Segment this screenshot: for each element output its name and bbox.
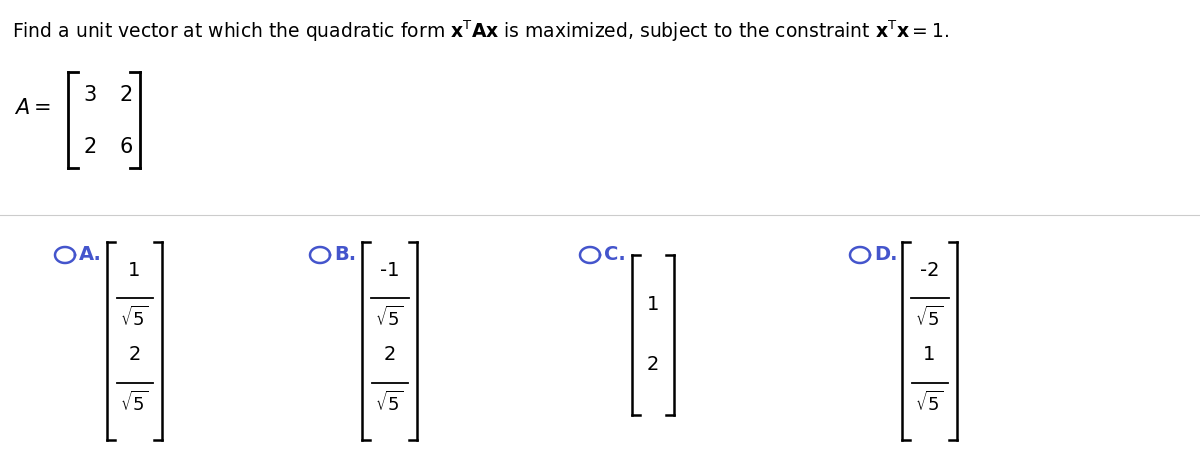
Text: 2: 2 bbox=[83, 137, 97, 157]
Text: A.: A. bbox=[79, 245, 102, 265]
Text: $\sqrt{5}$: $\sqrt{5}$ bbox=[376, 306, 403, 330]
Text: $\sqrt{5}$: $\sqrt{5}$ bbox=[916, 391, 943, 415]
Text: $\sqrt{5}$: $\sqrt{5}$ bbox=[120, 306, 149, 330]
Text: 1: 1 bbox=[647, 296, 659, 315]
Text: D.: D. bbox=[874, 245, 898, 265]
Text: Find a unit vector at which the quadratic form $\mathbf{x}^\mathrm{T}\mathbf{A}\: Find a unit vector at which the quadrati… bbox=[12, 18, 949, 43]
Text: -1: -1 bbox=[379, 261, 400, 280]
Text: $A =$: $A =$ bbox=[14, 98, 50, 118]
Text: $\sqrt{5}$: $\sqrt{5}$ bbox=[120, 391, 149, 415]
Text: B.: B. bbox=[334, 245, 356, 265]
Text: 6: 6 bbox=[119, 137, 133, 157]
Text: 2: 2 bbox=[119, 85, 133, 105]
Text: C.: C. bbox=[604, 245, 625, 265]
Text: $\sqrt{5}$: $\sqrt{5}$ bbox=[376, 391, 403, 415]
Text: 2: 2 bbox=[383, 346, 396, 365]
Text: 1: 1 bbox=[128, 261, 140, 280]
Text: $\sqrt{5}$: $\sqrt{5}$ bbox=[916, 306, 943, 330]
Text: 1: 1 bbox=[923, 346, 936, 365]
Text: 2: 2 bbox=[647, 355, 659, 375]
Text: 3: 3 bbox=[83, 85, 97, 105]
Text: 2: 2 bbox=[128, 346, 140, 365]
Text: -2: -2 bbox=[919, 261, 940, 280]
